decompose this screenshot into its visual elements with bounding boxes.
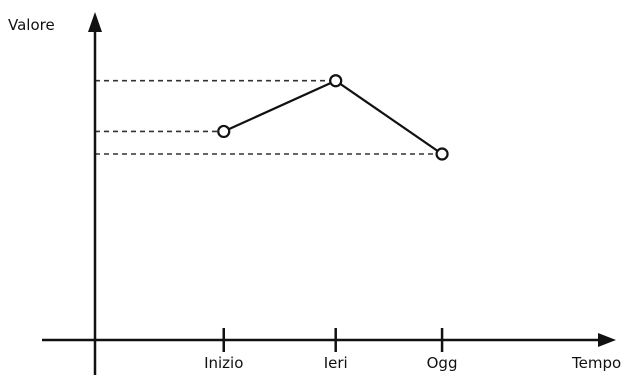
- data-point-ogg: [435, 147, 449, 161]
- reference-lines: [95, 79, 443, 155]
- x-axis-label: Tempo: [571, 354, 621, 372]
- y-axis-label: Valore: [8, 16, 55, 34]
- x-ticks: Inizio Ieri Ogg: [204, 328, 457, 372]
- x-tick-label-ieri: Ieri: [324, 354, 348, 372]
- data-points: [217, 74, 449, 161]
- axes: [42, 12, 616, 375]
- y-axis-arrowhead: [88, 12, 102, 32]
- data-point-ieri: [329, 74, 343, 88]
- x-tick-label-ogg: Ogg: [427, 354, 458, 372]
- x-axis-arrowhead: [598, 333, 616, 347]
- series-line: [223, 79, 443, 155]
- x-tick-label-inizio: Inizio: [204, 354, 243, 372]
- series-polyline: [223, 79, 443, 155]
- data-point-inizio: [217, 124, 231, 139]
